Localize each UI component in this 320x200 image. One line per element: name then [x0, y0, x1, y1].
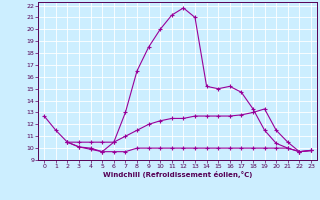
X-axis label: Windchill (Refroidissement éolien,°C): Windchill (Refroidissement éolien,°C) [103, 171, 252, 178]
